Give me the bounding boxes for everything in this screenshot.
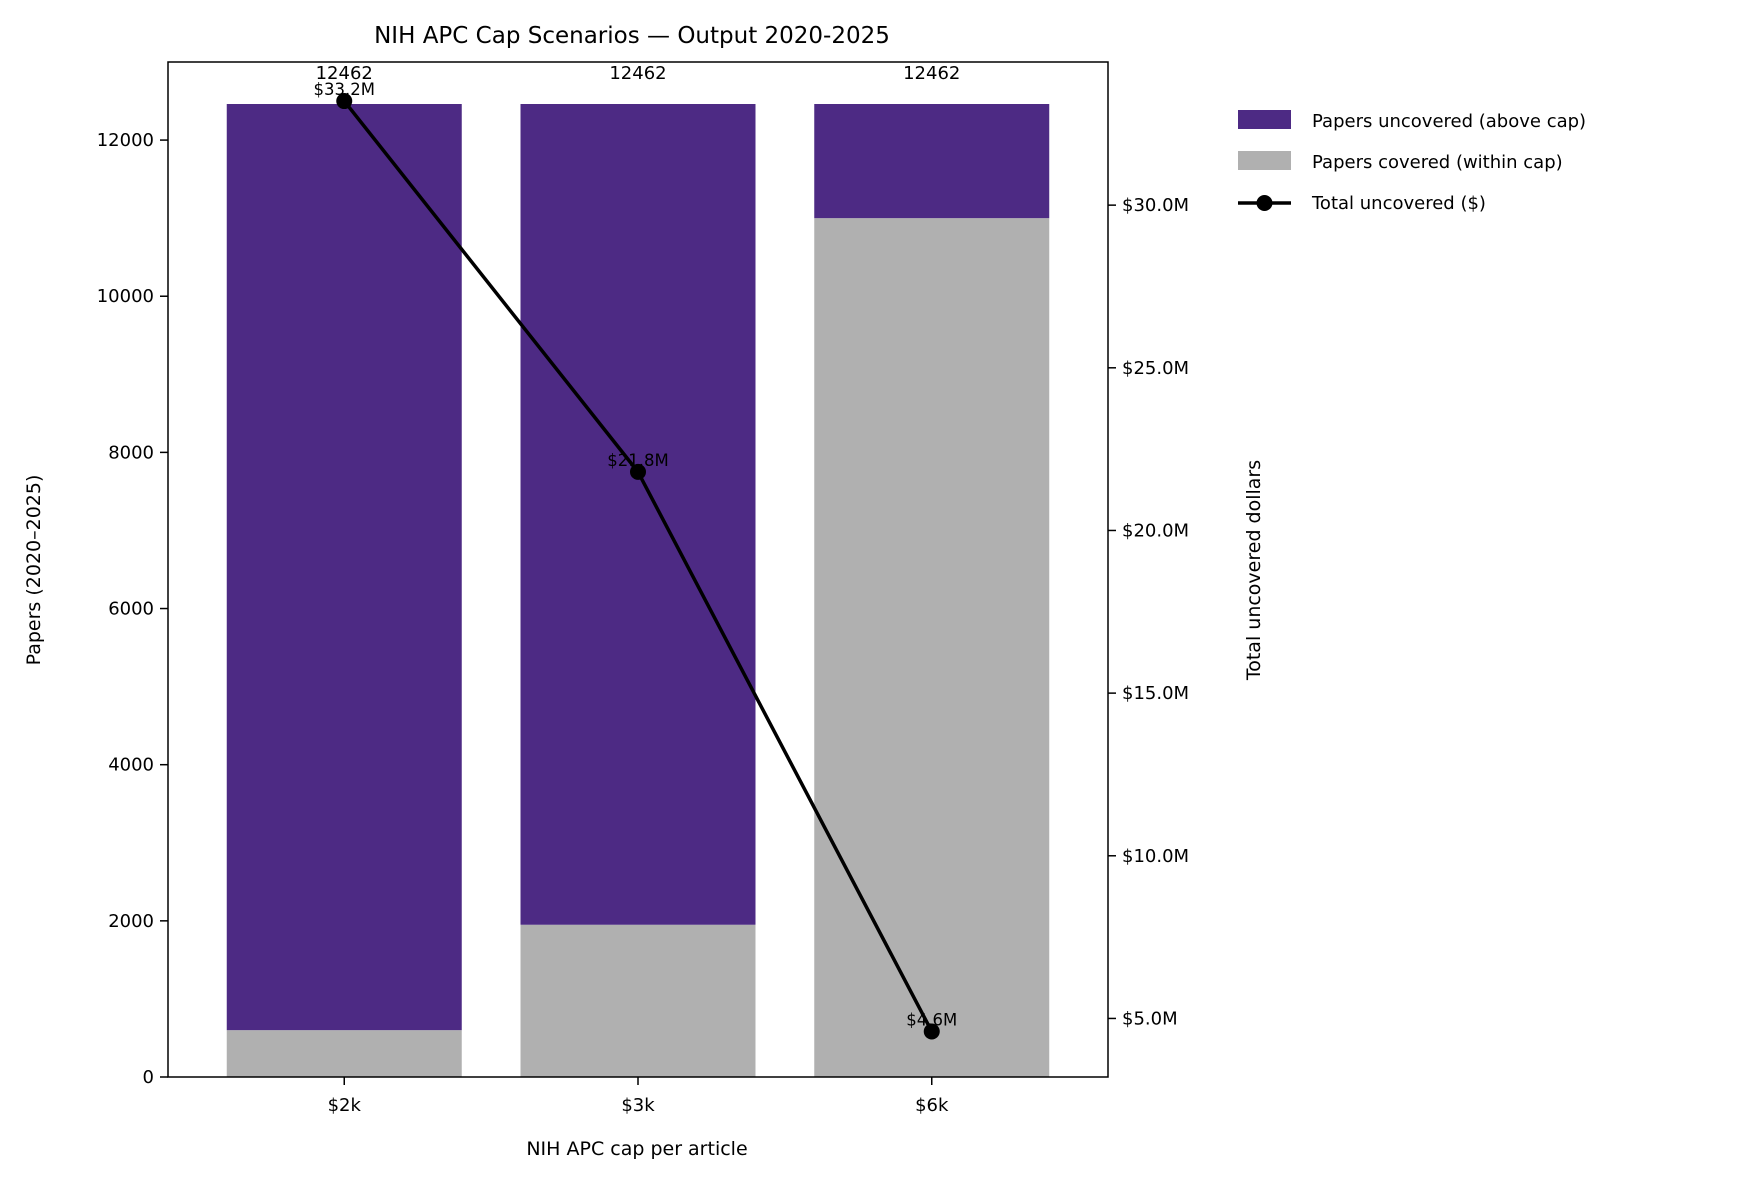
line-marker-2 [630,463,646,480]
y-axis-label: Papers (2020–2025) [23,475,45,666]
bar-total-label-2: 12462 [609,63,666,84]
legend-swatch-marker [1256,195,1273,211]
chart-title: NIH APC Cap Scenarios — Output 2020-2025 [374,23,890,49]
x-tick-label-2: $3k [621,1095,655,1116]
legend-label-uncovered: Papers uncovered (above cap) [1312,111,1586,132]
y2-tick-label: $25.0M [1122,358,1189,379]
legend: Papers uncovered (above cap) Papers cover… [1238,110,1586,214]
line-data-label-1: $33.2M [314,80,375,99]
line-data-label-2: $21.8M [607,451,668,470]
line-marker-3 [923,1023,940,1040]
legend-swatch-covered [1238,151,1291,170]
bar-covered-3 [814,218,1050,1078]
bar-uncovered-3 [814,104,1050,219]
y2-tick-label: $10.0M [1122,846,1189,867]
line-marker-1 [336,93,353,110]
legend-label-line: Total uncovered ($) [1311,193,1486,214]
x-tick-label-1: $2k [328,1095,362,1116]
y-tick-label: 0 [143,1067,154,1088]
y2-tick-label: $20.0M [1122,520,1189,541]
bar-total-label-3: 12462 [903,63,960,84]
y-tick-label: 8000 [108,442,154,463]
line-data-label-3: $4.6M [906,1010,957,1029]
y-tick-label: 2000 [108,911,154,932]
y2-tick-label: $30.0M [1122,195,1189,216]
x-tick-label-3: $6k [915,1095,949,1116]
y2-axis-label: Total uncovered dollars [1243,460,1265,681]
bar-total-label-1: 12462 [316,63,373,84]
y2-tick-label: $15.0M [1122,683,1189,704]
bar-covered-2 [520,924,756,1077]
bar-uncovered-1 [226,104,462,1031]
y-tick-label: 4000 [108,755,154,776]
bar-uncovered-2 [520,104,756,925]
plot-area: 12462 12462 12462$33.2M$21.8M$4.6M [226,63,1050,1078]
y2-tick-label: $5.0M [1122,1008,1178,1029]
bar-covered-1 [226,1030,462,1077]
axes: 0 2000 4000 6000 8000 10000 12000 $5.0M $10.0M $1… [97,61,1189,1116]
x-axis-label: NIH APC cap per article [526,1138,747,1160]
y-tick-label: 6000 [108,599,154,620]
y-tick-label: 12000 [97,130,154,151]
legend-swatch-uncovered [1238,110,1291,129]
legend-label-covered: Papers covered (within cap) [1312,152,1563,173]
y-tick-label: 10000 [97,286,154,307]
